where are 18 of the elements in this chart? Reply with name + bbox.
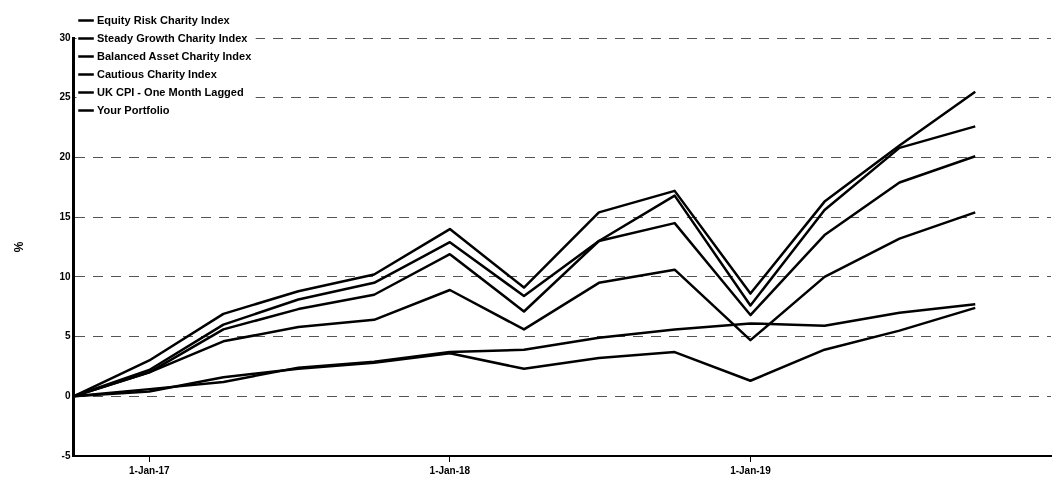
y-tick-label: 10 <box>59 270 71 282</box>
y-tick-label: 15 <box>59 210 71 222</box>
y-tick-label: 25 <box>59 91 71 103</box>
y-tick-label: 0 <box>64 390 71 402</box>
legend-label: Equity Risk Charity Index <box>97 13 231 26</box>
x-tick-label: 1-Jan-17 <box>128 464 171 476</box>
legend-label: Your Portfolio <box>97 103 170 116</box>
x-tick-label: 1-Jan-19 <box>730 464 772 476</box>
legend-label: UK CPI - One Month Lagged <box>97 85 244 98</box>
y-tick-label: 20 <box>59 151 71 163</box>
legend-label: Steady Growth Charity Index <box>97 31 249 44</box>
y-tick-label: 5 <box>64 330 71 342</box>
legend-label: Balanced Asset Charity Index <box>97 49 253 62</box>
y-tick-label: 30 <box>59 31 71 43</box>
y-axis-title: % <box>11 241 26 253</box>
y-tick-label: -5 <box>61 449 71 461</box>
x-tick-label: 1-Jan-18 <box>429 464 471 476</box>
legend-label: Cautious Charity Index <box>97 67 218 80</box>
